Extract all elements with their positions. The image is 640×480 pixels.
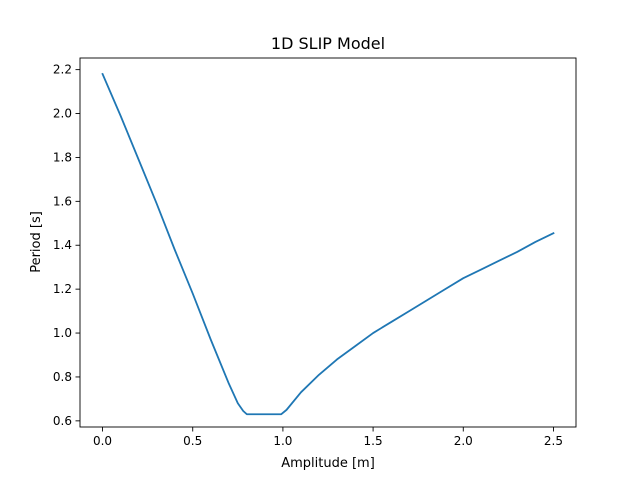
y-tick-label: 2.0 (53, 107, 72, 121)
x-tick-label: 2.5 (544, 434, 563, 448)
plot-area: 0.0 0.5 1.0 1.5 2.0 2.5 0.6 0.8 1.0 1.2 1.4 1.6 1.8 2… (53, 57, 577, 448)
y-tick-label: 1.8 (53, 150, 72, 164)
x-tick-label: 0.5 (183, 434, 202, 448)
y-axis-label: Period [s] (29, 211, 44, 273)
y-tick-label: 0.6 (53, 414, 72, 428)
x-axis-label: Amplitude [m] (281, 456, 375, 471)
plot-frame (79, 57, 577, 428)
series-line-1 (101, 72, 555, 416)
y-tick-label: 2.2 (53, 63, 72, 77)
x-tick-label: 1.0 (273, 434, 292, 448)
y-tick-label: 1.6 (53, 194, 72, 208)
chart-title: 1D SLIP Model (271, 34, 385, 53)
y-tick-label: 1.0 (53, 326, 72, 340)
x-tick-label: 2.0 (454, 434, 473, 448)
y-tick-label: 0.8 (53, 370, 72, 384)
y-tick-label: 1.4 (53, 238, 72, 252)
x-tick-label: 1.5 (364, 434, 383, 448)
y-tick-label: 1.2 (53, 282, 72, 296)
x-tick-label: 0.0 (93, 434, 112, 448)
